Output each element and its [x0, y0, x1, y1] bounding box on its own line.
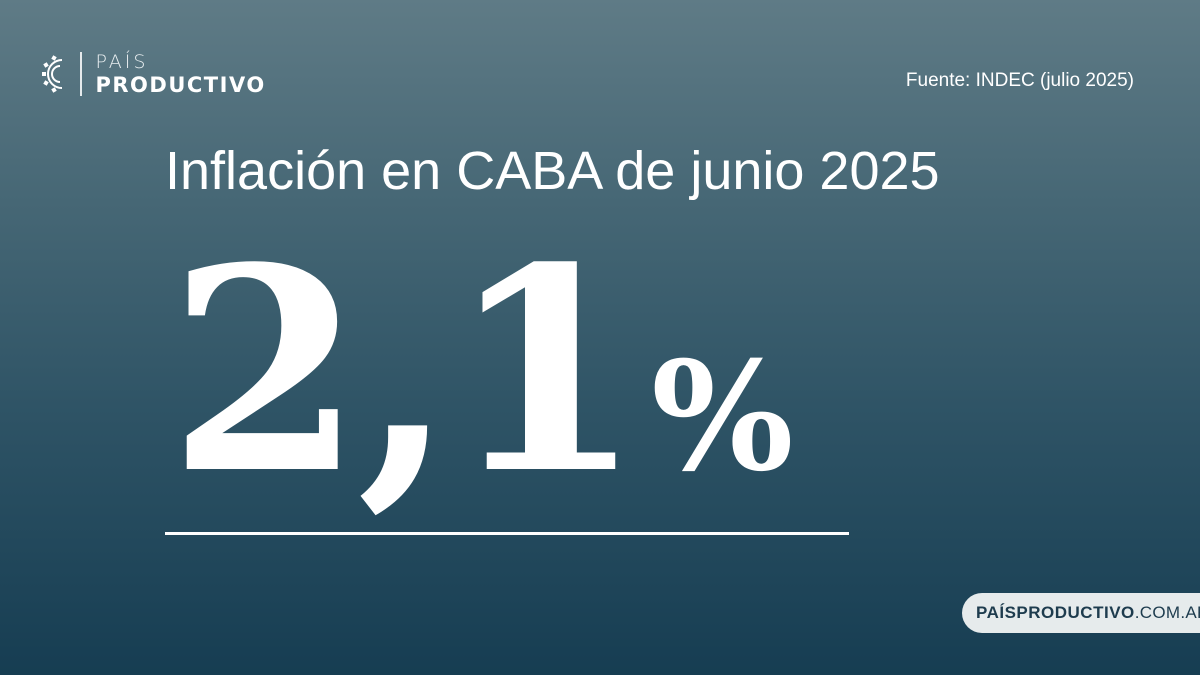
stat-underline: [165, 532, 849, 535]
website-name: PAÍSPRODUCTIVO: [976, 603, 1135, 622]
brand-logo: PAÍS PRODUCTIVO: [40, 50, 266, 98]
website-domain: .COM.AR: [1134, 603, 1200, 622]
stat-value: 2,1 %: [168, 232, 794, 512]
website-badge[interactable]: PAÍSPRODUCTIVO.COM.AR: [962, 593, 1200, 633]
gear-icon: [42, 55, 63, 93]
logo-divider: [80, 52, 82, 96]
stat-number: 2,1: [168, 207, 643, 536]
source-label: Fuente: INDEC (julio 2025): [905, 70, 1134, 91]
logo-line-pais: PAÍS: [95, 50, 149, 73]
logo-wordmark: PAÍS PRODUCTIVO: [95, 50, 266, 97]
logo-line-productivo: PRODUCTIVO: [95, 72, 266, 97]
headline: Inflación en CABA de junio 2025: [165, 141, 940, 201]
stat-unit: %: [651, 329, 794, 505]
